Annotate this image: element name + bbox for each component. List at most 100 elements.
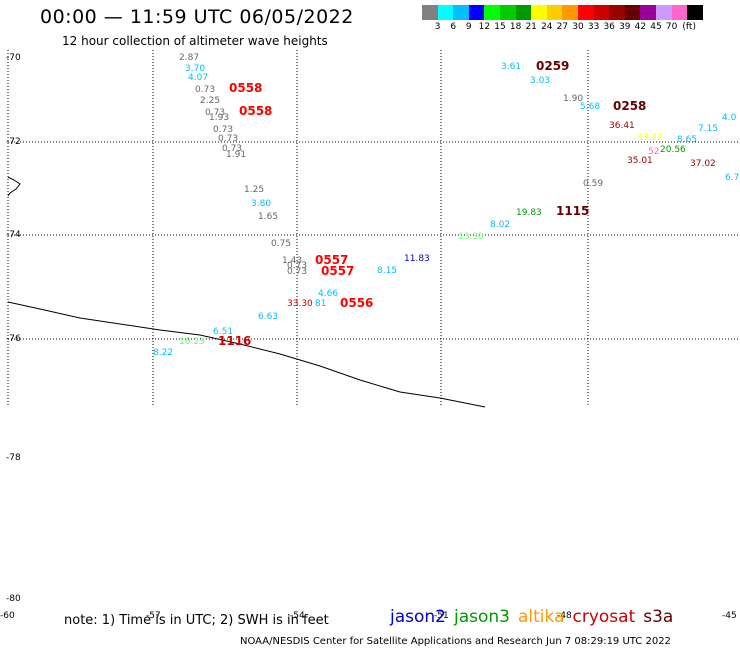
wave-height-label: 33.30 <box>287 299 313 309</box>
legend-swatch <box>515 5 532 20</box>
lat-label: -76 <box>6 334 21 344</box>
pass-time-label: 0558 <box>229 81 262 95</box>
graticule <box>7 50 740 406</box>
latitude-labels: -70 -72 -74 -76 -78 -80 <box>6 53 21 604</box>
pass-time-label: 1115 <box>556 204 589 218</box>
wave-height-label: 8.65 <box>677 135 697 145</box>
legend-swatch <box>624 5 641 20</box>
map-title: 00:00 — 11:59 UTC 06/05/2022 <box>40 6 354 28</box>
wave-height-label: 3.70 <box>185 64 205 74</box>
legend-swatch <box>468 5 485 20</box>
wave-height-label: 3.03 <box>530 76 550 86</box>
legend-swatch <box>422 5 438 20</box>
coastline <box>7 301 486 408</box>
longitude-labels: -60 -57 -54 -51 -48 -45 <box>0 611 737 621</box>
pass-time-label: 0258 <box>613 99 646 113</box>
wave-height-label: 4.66 <box>318 289 338 299</box>
wave-height-label: 0.59 <box>583 179 603 189</box>
legend-swatch <box>687 5 703 20</box>
satellite-legend: jason2 jason3 altika cryosat s3a <box>390 607 681 627</box>
wave-height-label: 4.07 <box>188 73 208 83</box>
credit-line: NOAA/NESDIS Center for Satellite Applica… <box>240 636 671 647</box>
wave-height-label: 0.73 <box>287 261 307 271</box>
satellite-name: cryosat <box>572 607 636 627</box>
wave-height-label: 1.93 <box>209 113 229 123</box>
legend-swatch <box>562 5 578 20</box>
lon-label: -60 <box>0 611 15 621</box>
legend-swatch <box>531 5 547 20</box>
lat-label: -78 <box>6 453 21 463</box>
wave-height-label: 36.41 <box>609 121 635 131</box>
wave-height-label: 0.73 <box>205 108 225 118</box>
legend-tick-label: 30 <box>572 22 584 32</box>
pass-time-label: 0558 <box>239 104 272 118</box>
wave-height-label: 2.25 <box>200 96 220 106</box>
wave-height-label: 1.43 <box>282 256 302 266</box>
legend-swatch <box>546 5 563 20</box>
legend-tick-label: 9 <box>465 22 472 32</box>
lon-label: -48 <box>557 611 572 621</box>
wave-height-label: 4.0 <box>722 113 737 123</box>
lon-label: -57 <box>146 611 161 621</box>
wave-height-label: 1.90 <box>563 94 583 104</box>
wave-height-label: 13.30 <box>458 232 484 242</box>
wave-height-label: 0.73 <box>218 134 238 144</box>
lat-label: -70 <box>6 53 21 63</box>
wave-height-label: 1.65 <box>258 212 278 222</box>
lat-label: -80 <box>6 594 21 604</box>
wave-height-label: 5.68 <box>580 102 600 112</box>
wave-height-label: 3.61 <box>501 62 521 72</box>
lon-label: -54 <box>290 611 305 621</box>
wave-height-label: 8.22 <box>153 348 173 358</box>
legend-swatch <box>453 5 469 20</box>
legend-tick-label: 33 <box>587 22 600 32</box>
wave-height-label: 33.22 <box>637 133 663 143</box>
legend-tick-label: 6 <box>450 22 457 32</box>
wave-height-label: 0.73 <box>195 85 215 95</box>
legend-tick-label: 27 <box>556 22 569 32</box>
legend-tick-label: 3 <box>434 22 441 32</box>
satellite-name: jason3 <box>454 607 510 627</box>
legend-tick-label: 70 <box>665 22 678 32</box>
wave-height-label: 37.02 <box>690 159 716 169</box>
wave-height-label: 6.7 <box>725 173 739 183</box>
pass-time-label: 0259 <box>536 59 569 73</box>
legend-unit: (ft) <box>682 22 696 32</box>
wave-height-label: 8.02 <box>490 220 510 230</box>
legend-swatch <box>609 5 625 20</box>
satellite-name: altika <box>518 607 565 627</box>
lon-label: -51 <box>434 611 449 621</box>
legend-swatch <box>593 5 610 20</box>
wave-height-label: 19.83 <box>516 208 542 218</box>
legend-tick-label: 18 <box>509 22 522 32</box>
wave-height-label: 52 <box>648 147 659 157</box>
wave-height-label: 6.51 <box>213 327 233 337</box>
pass-time-label: 0556 <box>340 296 373 310</box>
legend-tick-label: 45 <box>650 22 662 32</box>
pass-time-label: 1116 <box>218 334 251 348</box>
wave-height-label: 35.01 <box>627 156 653 166</box>
legend-swatch <box>484 5 500 20</box>
color-legend <box>422 5 703 20</box>
wave-height-label: 6.63 <box>258 312 278 322</box>
map-subtitle: 12 hour collection of altimeter wave hei… <box>62 34 328 48</box>
legend-swatch <box>640 5 656 20</box>
satellite-name: s3a <box>643 607 674 627</box>
wave-height-label: 1.25 <box>244 185 264 195</box>
wave-height-label: 0.73 <box>222 144 242 154</box>
legend-tick-label: 36 <box>603 22 615 32</box>
legend-swatch <box>499 5 516 20</box>
legend-tick-label: 39 <box>619 22 631 32</box>
legend-tick-label: 15 <box>494 22 506 32</box>
pass-time-label: 0557 <box>321 264 354 278</box>
wave-height-label: 11.83 <box>404 254 430 264</box>
legend-tick-label: 24 <box>541 22 553 32</box>
wave-height-label: 2.87 <box>179 53 199 63</box>
lat-label: -74 <box>6 230 21 240</box>
legend-tick-label: 12 <box>478 22 491 32</box>
legend-tick-label: 42 <box>634 22 647 32</box>
pass-time-label: 0557 <box>315 253 348 267</box>
legend-swatch <box>671 5 688 20</box>
